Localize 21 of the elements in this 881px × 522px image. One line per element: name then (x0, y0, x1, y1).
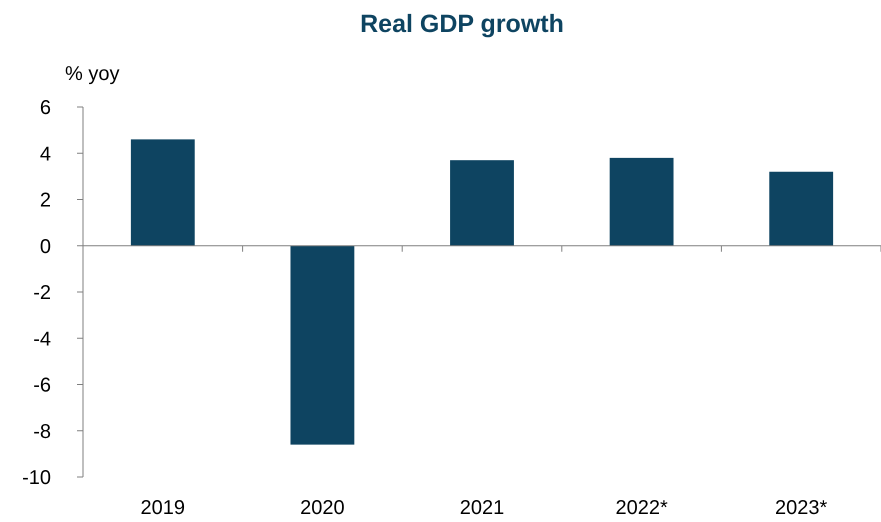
y-tick-label: 6 (40, 97, 51, 119)
bar (450, 160, 514, 246)
y-tick-label: 2 (40, 190, 51, 212)
y-tick-label: -6 (33, 374, 51, 396)
bar (130, 139, 195, 246)
bar (769, 172, 834, 246)
bar (610, 158, 674, 246)
y-axis-title: % yoy (65, 63, 120, 85)
bar (290, 246, 354, 445)
x-tick-label: 2022* (615, 497, 668, 519)
y-tick-label: 0 (40, 236, 51, 258)
chart-title: Real GDP growth (360, 10, 564, 38)
x-tick-label: 2021 (460, 497, 504, 519)
y-tick-label: -10 (22, 467, 51, 489)
y-tick-label: -4 (33, 328, 51, 350)
y-tick-label: -8 (33, 420, 51, 443)
x-tick-label: 2019 (140, 497, 186, 519)
y-tick-label: 4 (40, 143, 51, 166)
x-tick-label: 2023* (775, 497, 828, 519)
y-tick-label: -2 (33, 282, 51, 304)
x-tick-label: 2020 (300, 497, 345, 519)
